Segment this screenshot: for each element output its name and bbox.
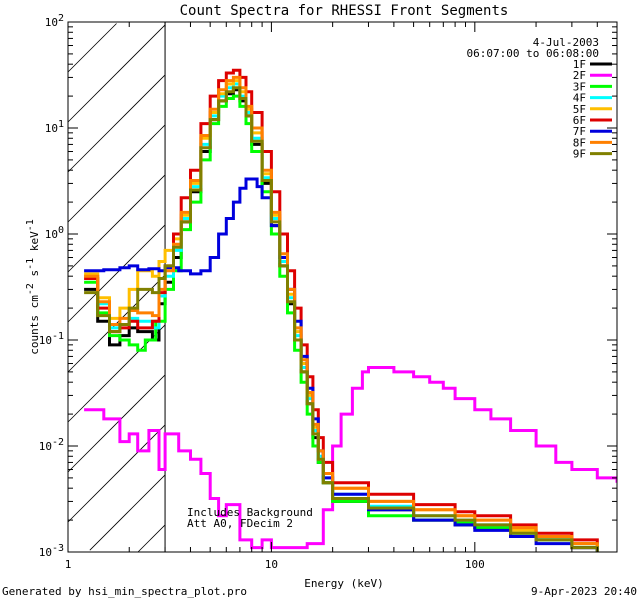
hatch-line <box>67 23 117 73</box>
hatch-line <box>67 124 166 223</box>
y-tick-label: 100 <box>45 225 64 241</box>
legend-label-9F: 9F <box>573 148 586 161</box>
x-tick-label: 10 <box>265 558 278 571</box>
x-tick-label: 1 <box>65 558 72 571</box>
y-tick-label: 10-3 <box>39 543 64 559</box>
legend-label-1F: 1F <box>573 58 586 71</box>
chart-title: Count Spectra for RHESSI Front Segments <box>180 3 509 19</box>
hatch-line <box>67 174 166 273</box>
legend-label-6F: 6F <box>573 114 586 127</box>
footer-generated-by: Generated by hsi_min_spectra_plot.pro <box>2 585 247 598</box>
series-6F <box>84 68 599 544</box>
y-label-exp-1: -2 <box>25 283 36 295</box>
hatch-line <box>138 524 166 552</box>
legend-label-2F: 2F <box>573 69 586 82</box>
hatch-line <box>67 74 166 173</box>
legend-label-8F: 8F <box>573 136 586 149</box>
series-4F <box>84 82 599 548</box>
footer-timestamp: 9-Apr-2023 20:40 <box>531 585 637 598</box>
hatch-line <box>67 24 166 123</box>
series-layer <box>84 68 617 552</box>
series-9F <box>84 86 599 552</box>
y-tick-label: 102 <box>45 13 64 29</box>
x-tick-label: 100 <box>465 558 485 571</box>
legend-label-3F: 3F <box>573 80 586 93</box>
hatch-line <box>67 424 166 523</box>
series-2F <box>84 366 617 550</box>
hatched-region <box>67 22 166 552</box>
legend-label-7F: 7F <box>573 125 586 138</box>
x-axis-label: Energy (keV) <box>304 577 383 590</box>
hatch-line <box>89 474 166 551</box>
plot-frame <box>67 21 618 553</box>
hatch-line <box>67 224 166 323</box>
annotation-background: Includes Background <box>187 506 313 519</box>
y-tick-label: 101 <box>45 119 64 135</box>
hatch-line <box>67 374 166 473</box>
y-label-exp-3: -1 <box>25 219 36 231</box>
annotation-date: 4-Jul-2003 <box>533 36 599 49</box>
annotation-time-range: 06:07:00 to 06:08:00 <box>467 47 599 60</box>
y-tick-label: 10-2 <box>39 437 64 453</box>
y-label-exp-2: -1 <box>25 258 36 270</box>
y-axis-label: counts cm-2 s-1 keV-1 <box>25 219 41 355</box>
series-5F <box>84 79 599 548</box>
series-8F <box>84 75 599 548</box>
y-tick-label: 10-1 <box>39 331 64 347</box>
series-7F <box>84 177 599 552</box>
axis-ticks: 1 10 100 102 101 100 10-1 10-2 10-3 <box>39 13 618 571</box>
legend-label-5F: 5F <box>573 103 586 116</box>
y-label-part-1: counts cm <box>28 295 41 355</box>
y-label-part-3: keV <box>28 231 41 258</box>
annotation-attenuator: Att A0, FDecim 2 <box>187 517 293 530</box>
legend-label-4F: 4F <box>573 92 586 105</box>
y-label-part-2: s <box>28 270 41 283</box>
